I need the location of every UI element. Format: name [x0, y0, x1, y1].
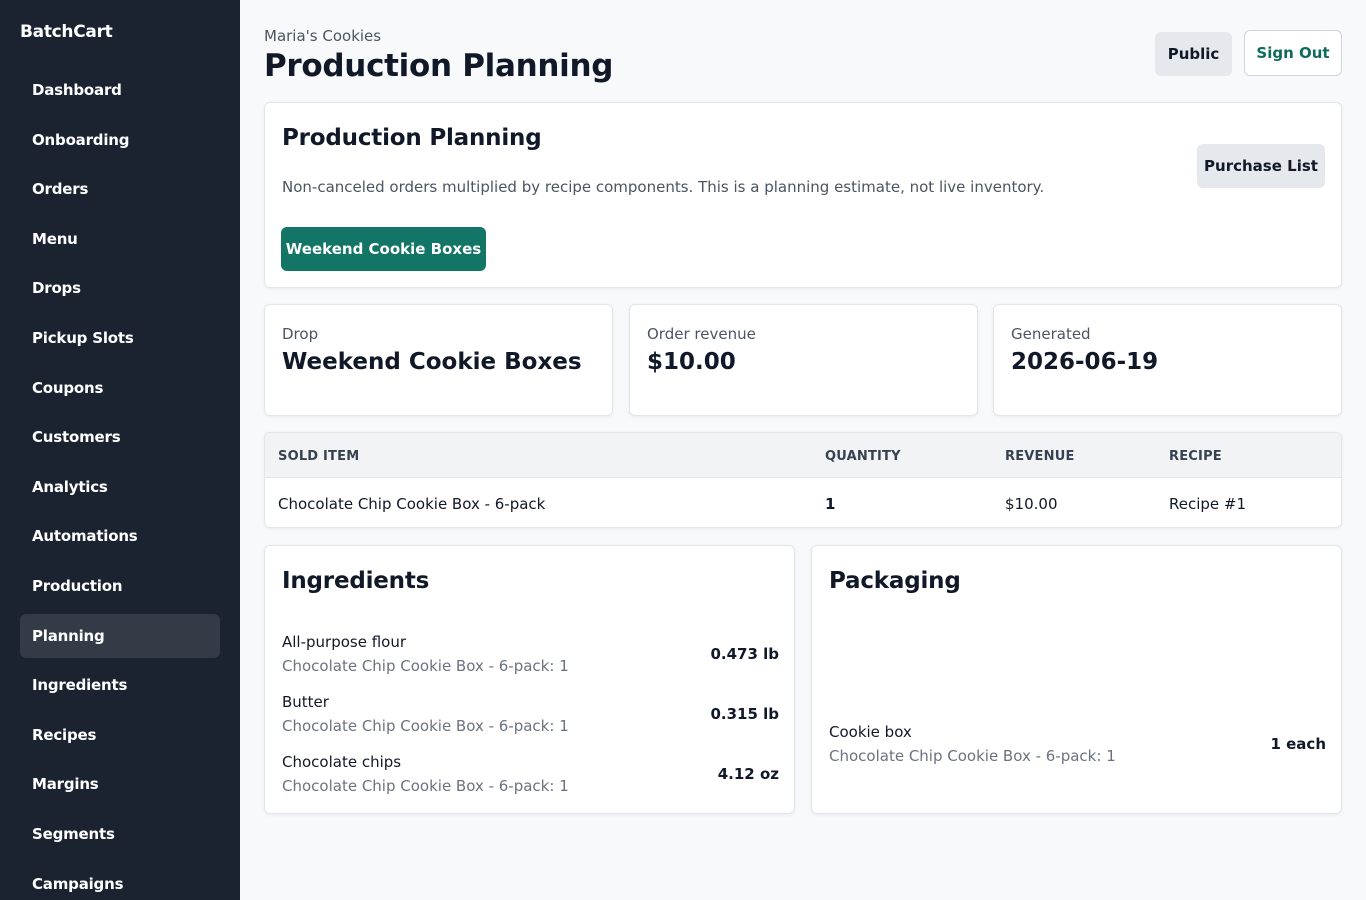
sidebar-item-margins[interactable]: Margins — [32, 775, 99, 794]
ingredients-card: Ingredients All-purpose flour Chocolate … — [264, 545, 795, 814]
ingredient-quantity: 4.12 oz — [717, 765, 779, 783]
table-header: SOLD ITEM QUANTITY REVENUE RECIPE — [265, 433, 1341, 478]
stat-label: Order revenue — [647, 325, 756, 343]
purchase-list-button[interactable]: Purchase List — [1197, 144, 1325, 188]
column-header-revenue: REVENUE — [1005, 449, 1075, 464]
sidebar-item-drops[interactable]: Drops — [32, 279, 81, 298]
sidebar-item-campaigns[interactable]: Campaigns — [32, 874, 124, 893]
stat-label: Drop — [282, 325, 319, 343]
packaging-source: Chocolate Chip Cookie Box - 6-pack: 1 — [829, 747, 1116, 765]
sidebar-item-customers[interactable]: Customers — [32, 428, 121, 447]
packaging-title: Packaging — [829, 568, 961, 594]
sidebar-nav: Dashboard Onboarding Orders Menu Drops P… — [20, 68, 220, 900]
ingredient-name: Chocolate chips — [282, 753, 402, 771]
sidebar-item-pickup-slots[interactable]: Pickup Slots — [32, 328, 134, 347]
ingredients-title: Ingredients — [282, 568, 430, 594]
sidebar-item-recipes[interactable]: Recipes — [32, 725, 97, 744]
sidebar: BatchCart Dashboard Onboarding Orders Me… — [0, 0, 240, 900]
sidebar-item-dashboard[interactable]: Dashboard — [32, 81, 122, 99]
list-item: Cookie box Chocolate Chip Cookie Box - 6… — [829, 723, 1326, 773]
sidebar-item-planning[interactable]: Planning — [20, 613, 220, 658]
stat-card-drop: Drop Weekend Cookie Boxes — [264, 304, 613, 416]
sidebar-item-production[interactable]: Production — [32, 576, 123, 595]
stat-label: Generated — [1011, 325, 1091, 343]
list-item: Chocolate chips Chocolate Chip Cookie Bo… — [282, 753, 779, 803]
sign-out-button[interactable]: Sign Out — [1244, 30, 1342, 76]
packaging-name: Cookie box — [829, 723, 912, 741]
stat-value: 2026-06-19 — [1011, 349, 1159, 375]
column-header-sold-item: SOLD ITEM — [278, 449, 360, 464]
sidebar-item-orders[interactable]: Orders — [32, 180, 89, 199]
planning-description: Non-canceled orders multiplied by recipe… — [282, 178, 1045, 196]
sidebar-item-analytics[interactable]: Analytics — [32, 477, 108, 496]
page-title: Production Planning — [264, 48, 614, 84]
planning-card-title: Production Planning — [282, 125, 542, 151]
ingredient-name: All-purpose flour — [282, 633, 407, 651]
sidebar-item-ingredients[interactable]: Ingredients — [32, 676, 128, 695]
sidebar-item-onboarding[interactable]: Onboarding — [32, 130, 130, 149]
sold-items-table: SOLD ITEM QUANTITY REVENUE RECIPE Chocol… — [264, 432, 1342, 528]
packaging-quantity: 1 each — [1270, 735, 1326, 753]
ingredient-source: Chocolate Chip Cookie Box - 6-pack: 1 — [282, 717, 569, 735]
stat-value: $10.00 — [647, 349, 736, 375]
stat-card-generated: Generated 2026-06-19 — [993, 304, 1342, 416]
sidebar-item-automations[interactable]: Automations — [32, 527, 138, 546]
cell-sold-item: Chocolate Chip Cookie Box - 6-pack — [278, 495, 546, 513]
planning-card: Production Planning Non-canceled orders … — [264, 102, 1342, 288]
cell-quantity: 1 — [825, 495, 836, 513]
stat-card-order-revenue: Order revenue $10.00 — [629, 304, 978, 416]
drop-select-button[interactable]: Weekend Cookie Boxes — [281, 227, 486, 271]
sidebar-item-coupons[interactable]: Coupons — [32, 378, 104, 397]
ingredient-source: Chocolate Chip Cookie Box - 6-pack: 1 — [282, 657, 569, 675]
list-item: Butter Chocolate Chip Cookie Box - 6-pac… — [282, 693, 779, 743]
store-name: Maria's Cookies — [264, 27, 382, 45]
packaging-card: Packaging Cookie box Chocolate Chip Cook… — [811, 545, 1342, 814]
column-header-quantity: QUANTITY — [825, 449, 901, 464]
sidebar-item-segments[interactable]: Segments — [32, 824, 115, 843]
cell-recipe[interactable]: Recipe #1 — [1169, 495, 1247, 513]
ingredient-quantity: 0.315 lb — [710, 705, 779, 723]
column-header-recipe: RECIPE — [1169, 449, 1222, 464]
brand-logo[interactable]: BatchCart — [20, 22, 113, 42]
list-item: All-purpose flour Chocolate Chip Cookie … — [282, 633, 779, 683]
stat-value: Weekend Cookie Boxes — [282, 349, 582, 375]
cell-revenue: $10.00 — [1005, 495, 1058, 513]
ingredient-quantity: 0.473 lb — [710, 645, 779, 663]
ingredient-source: Chocolate Chip Cookie Box - 6-pack: 1 — [282, 777, 569, 795]
sidebar-item-menu[interactable]: Menu — [32, 229, 78, 248]
public-button[interactable]: Public — [1155, 32, 1232, 76]
ingredient-name: Butter — [282, 693, 329, 711]
